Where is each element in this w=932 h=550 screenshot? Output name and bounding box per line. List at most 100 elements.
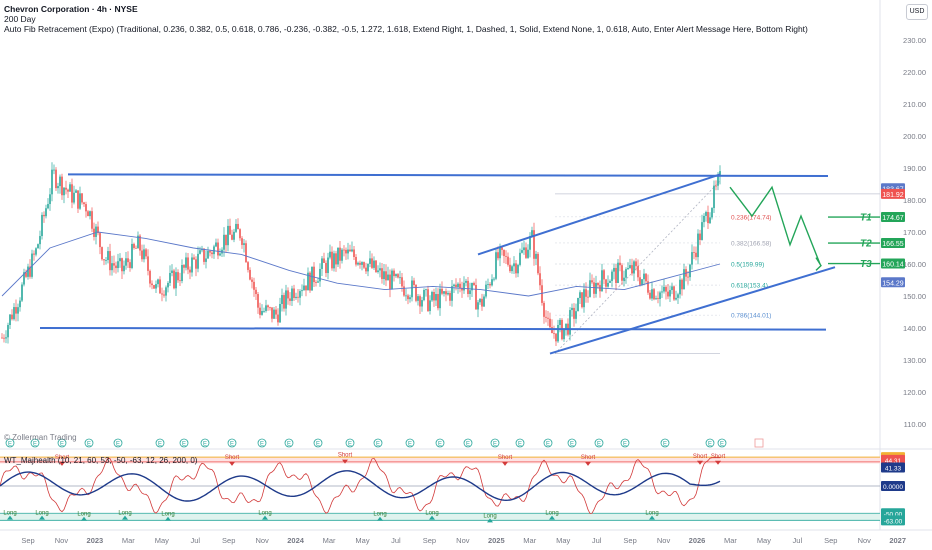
candle-body — [341, 249, 343, 261]
candle-body — [575, 311, 577, 319]
candle-body — [693, 252, 695, 253]
candle-body — [329, 251, 331, 258]
time-tick-label: Nov — [255, 536, 269, 545]
price-tag — [881, 277, 905, 288]
candle-body — [713, 185, 715, 209]
earnings-marker-icon — [155, 438, 165, 448]
candle-body — [215, 242, 217, 247]
earnings-marker-icon — [5, 438, 15, 448]
target-label: T2 — [860, 239, 872, 250]
earnings-marker-icon — [594, 438, 604, 448]
candle-body — [281, 295, 283, 304]
candle-body — [695, 252, 697, 258]
indicator-legend-fib[interactable]: Auto Fib Retracement (Expo) (Traditional… — [4, 24, 808, 34]
candle-body — [13, 307, 15, 320]
candle-body — [181, 265, 183, 282]
candle-body — [385, 271, 387, 281]
candle-body — [143, 249, 145, 260]
candle-body — [73, 192, 75, 203]
price-tick-label: 190.00 — [903, 164, 926, 173]
candle-body — [345, 249, 347, 254]
candle-body — [227, 225, 229, 246]
candle-body — [543, 302, 545, 317]
earnings-marker-letter: E — [33, 442, 37, 448]
candle-body — [697, 233, 699, 258]
candle-body — [455, 284, 457, 287]
time-tick-label: 2026 — [689, 536, 706, 545]
candle-body — [75, 190, 77, 193]
osc-axis-tag — [881, 462, 905, 473]
candle-body — [85, 204, 87, 212]
time-tick-label: May — [757, 536, 771, 545]
candle-body — [193, 257, 195, 260]
earnings-marker-icon — [405, 438, 415, 448]
short-signal-label: Short — [55, 455, 70, 461]
candle-body — [449, 293, 451, 301]
price-tag-label: 160.14 — [882, 262, 904, 269]
candle-body — [343, 249, 345, 251]
candle-body — [311, 266, 313, 291]
candle-body — [251, 279, 253, 282]
candle-body — [43, 214, 45, 217]
candle-body — [139, 235, 141, 251]
candle-body — [611, 271, 613, 281]
candle-body — [447, 293, 449, 295]
earnings-marker-letter: E — [158, 442, 162, 448]
candle-body — [283, 295, 285, 309]
candle-body — [527, 249, 529, 258]
candle-body — [551, 327, 553, 334]
candle-body — [41, 214, 43, 237]
candle-body — [627, 268, 629, 270]
candle-body — [571, 307, 573, 311]
currency-button[interactable]: USD — [906, 4, 928, 20]
candle-body — [659, 292, 661, 300]
candle-body — [437, 294, 439, 309]
candle-body — [523, 247, 525, 251]
candle-body — [77, 190, 79, 209]
candle-body — [445, 291, 447, 295]
short-signal-icon — [229, 461, 235, 466]
candle-body — [59, 176, 61, 187]
oscillator-legend[interactable]: WT_Majhealth (10, 21, 60, 53, -50, -63, … — [4, 456, 198, 465]
candle-body — [307, 272, 309, 291]
candle-body — [355, 256, 357, 265]
candle-body — [473, 282, 475, 285]
candle-body — [379, 268, 381, 271]
candle-body — [477, 302, 479, 310]
candle-body — [461, 287, 463, 291]
candle-body — [635, 261, 637, 267]
candle-body — [27, 266, 29, 277]
time-tick-label: Jul — [391, 536, 401, 545]
candle-body — [519, 252, 521, 265]
candle-body — [681, 279, 683, 290]
osc-axis-tag-label: -50.00 — [884, 511, 903, 518]
indicator-legend-ma[interactable]: 200 Day — [4, 14, 36, 24]
candle-body — [699, 233, 701, 240]
candle-body — [263, 310, 265, 312]
candle-body — [547, 317, 549, 319]
earnings-marker-letter: E — [720, 442, 724, 448]
price-tag — [881, 238, 905, 249]
candle-body — [533, 230, 535, 259]
candle-body — [11, 314, 13, 320]
candle-body — [57, 186, 59, 189]
candle-body — [231, 234, 233, 240]
candle-body — [401, 277, 403, 287]
candle-body — [145, 249, 147, 257]
earnings-marker-icon — [84, 438, 94, 448]
candle-body — [423, 289, 425, 301]
time-tick-label: Jul — [592, 536, 602, 545]
rising-channel-bottom — [549, 266, 836, 355]
price-tag — [881, 258, 905, 269]
candle-body — [321, 258, 323, 269]
earnings-marker-icon — [30, 438, 40, 448]
candle-body — [267, 305, 269, 308]
earnings-marker-letter: E — [348, 442, 352, 448]
candle-body — [483, 296, 485, 307]
candle-body — [511, 266, 513, 272]
earnings-marker-letter: E — [376, 442, 380, 448]
candle-body — [83, 202, 85, 205]
earnings-marker-letter: E — [493, 442, 497, 448]
earnings-marker-icon — [463, 438, 473, 448]
